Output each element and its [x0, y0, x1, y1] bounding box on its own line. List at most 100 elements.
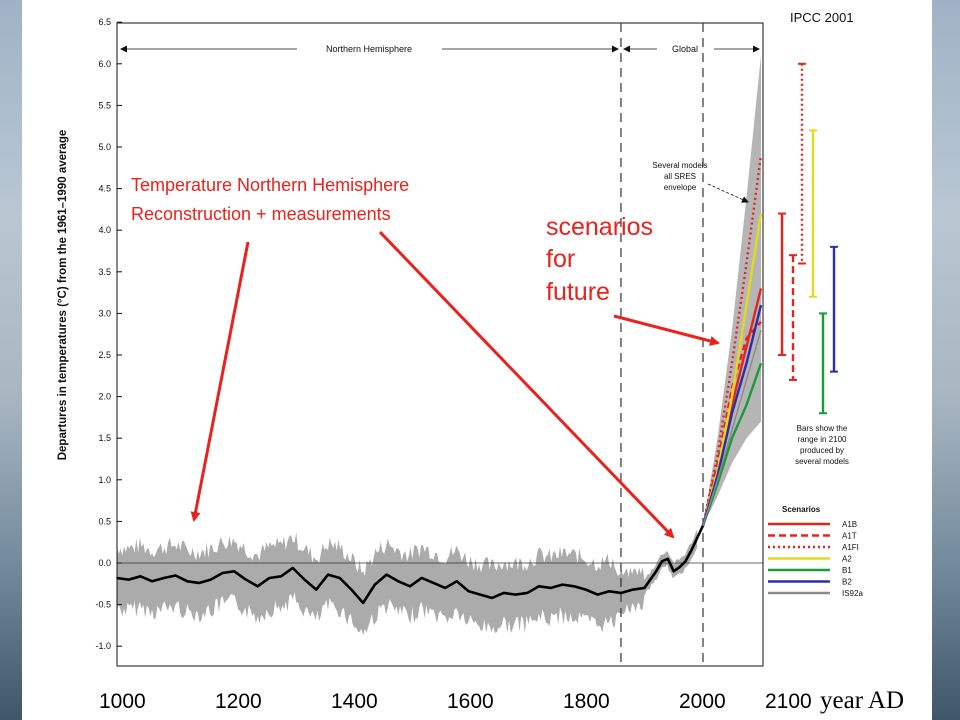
reconstruction-note-line1: Temperature Northern Hemisphere [131, 175, 409, 195]
reconstruction-point [672, 570, 675, 573]
legend-label-b2: B2 [842, 578, 852, 587]
reconstruction-point [420, 577, 423, 579]
legend-label-is92a: IS92a [842, 589, 863, 598]
reconstruction-point [573, 585, 575, 588]
scenario-line-b2 [701, 304, 763, 526]
x-tick-label: 1200 [215, 690, 262, 713]
reconstruction-point [209, 578, 212, 581]
scenarios-note-line3: future [546, 278, 610, 306]
arrow-to-reconstruction-early [190, 241, 250, 522]
reconstruction-point [467, 590, 470, 593]
reconstruction-point [620, 592, 622, 594]
reconstruction-point [174, 574, 177, 577]
bars-note-line2: range in 2100 [798, 435, 847, 444]
reconstruction-point [292, 567, 294, 569]
y-axis-label: Departures in temperatures (°C) from the… [57, 130, 69, 461]
y-tick-label: -0.5 [95, 600, 111, 610]
y-tick-label: 1.0 [98, 475, 111, 485]
reconstruction-point [608, 590, 611, 593]
scenario-line-is92a [702, 329, 762, 526]
reconstruction-point [432, 582, 435, 584]
y-tick-label: 6.0 [98, 59, 111, 69]
reconstruction-point [245, 578, 247, 581]
y-tick-label: 4.0 [98, 225, 111, 235]
reconstruction-point [456, 580, 458, 583]
region-label-northern-hemisphere: Northern Hemisphere [326, 44, 412, 54]
sres-envelope-area [703, 55, 761, 526]
reconstruction-point [631, 588, 634, 591]
reconstruction-point [221, 572, 224, 574]
arrow-to-reconstruction-recent [378, 230, 675, 539]
bars-note-line3: produced by [800, 446, 844, 455]
envelope-note-line1: Several models [652, 161, 707, 170]
x-tick-label: 1000 [99, 690, 146, 713]
y-tick-label: 2.5 [98, 350, 111, 360]
reconstruction-point [256, 585, 259, 588]
scenarios-note-line2: for [546, 245, 575, 273]
reconstruction-point [479, 593, 482, 596]
y-tick-label: 5.5 [98, 100, 111, 110]
x-tick-label: 1600 [447, 690, 494, 713]
legend-label-a1b: A1B [842, 520, 857, 529]
series-group [116, 155, 763, 605]
arrow-to-scenarios [613, 314, 720, 346]
range-bars-group [778, 62, 838, 415]
reconstruction-point [561, 583, 564, 586]
reconstruction-point [315, 588, 318, 591]
annotation-group: IPCC 2001 Several models all SRES envelope B… [99, 10, 904, 714]
legend-label-a2: A2 [842, 555, 852, 564]
y-tick-label: 4.5 [98, 184, 111, 194]
y-tick-label: 0.0 [98, 558, 111, 568]
reconstruction-point [696, 537, 698, 539]
bars-note-line4: several models [795, 457, 849, 466]
x-tick-label: 1400 [331, 690, 378, 713]
reconstruction-point [409, 585, 411, 588]
reconstruction-point [655, 570, 657, 573]
reconstruction-point [374, 583, 376, 586]
scenario-line-a1t [701, 320, 762, 526]
source-label: IPCC 2001 [790, 10, 854, 25]
bars-note-line1: Bars show the [797, 424, 848, 433]
envelope-note-line3: envelope [664, 183, 697, 192]
envelope-note-line2: all SRES [664, 172, 696, 181]
reconstruction-point [116, 577, 118, 579]
reconstruction-point [163, 577, 165, 579]
legend-label-a1t: A1T [842, 532, 857, 541]
sres-envelope-group [703, 55, 761, 526]
y-tick-label: 5.0 [98, 142, 111, 152]
reconstruction-uncertainty-band [117, 529, 698, 636]
reconstruction-point [690, 549, 693, 552]
x-tick-label: 2100 [765, 690, 812, 713]
reconstruction-point [397, 580, 400, 583]
x-tick-label: 2000 [679, 690, 726, 713]
reconstruction-point [127, 578, 130, 581]
reconstruction-point [303, 578, 306, 581]
reconstruction-point [268, 577, 271, 579]
reconstruction-point [350, 588, 353, 591]
reconstruction-note-line2: Reconstruction + measurements [131, 204, 391, 224]
reconstruction-point [514, 593, 517, 596]
scenarios-note-line1: scenarios [546, 213, 653, 241]
reconstruction-point [186, 580, 189, 583]
y-tick-label: 1.5 [98, 433, 111, 443]
y-tick-label: 6.5 [98, 17, 111, 27]
envelope-note-pointer [707, 183, 749, 203]
reconstruction-point [327, 573, 329, 576]
reconstruction-point [280, 575, 282, 578]
reconstruction-point [338, 577, 341, 579]
reconstruction-point [678, 566, 681, 568]
y-tick-label: 0.5 [98, 516, 111, 526]
plot-frame [116, 22, 764, 667]
reconstruction-point [491, 597, 493, 599]
reconstruction-point [596, 593, 599, 596]
reconstruction-point [538, 585, 540, 588]
reconstruction-uncertainty-group [117, 529, 698, 636]
reconstruction-point [661, 560, 663, 563]
reconstruction-point [526, 592, 528, 594]
plot-frame-group: 6.5 6.0 5.5 5.0 4.5 4.0 3.5 3.0 2.5 2.0 1.5 1.0 0.5 0… [57, 17, 764, 667]
x-tick-label: 1800 [563, 690, 610, 713]
reconstruction-point [549, 587, 552, 589]
region-label-global: Global [672, 44, 698, 54]
